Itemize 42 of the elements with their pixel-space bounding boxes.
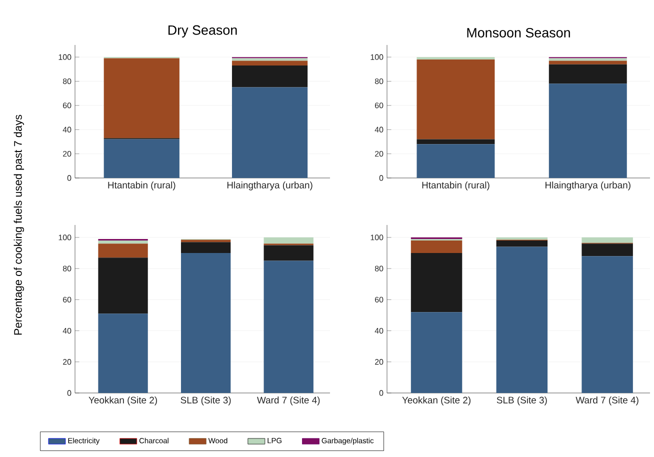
bar: [232, 87, 308, 178]
bar: [582, 256, 633, 393]
chart-title: Dry Season: [168, 25, 237, 38]
x-tick-label: Yeokkan (Site 2): [88, 396, 157, 406]
x-tick-label: Htantabin (rural): [108, 182, 176, 190]
x-tick-label: Yeokkan (Site 2): [402, 396, 470, 406]
bar: [104, 58, 180, 138]
bar: [410, 312, 462, 393]
bar: [232, 60, 308, 66]
x-tick-label: Hlaingtharya (urban): [546, 182, 630, 190]
bar: [416, 144, 495, 178]
bar: [582, 244, 633, 256]
bar: [496, 246, 548, 393]
x-tick-label: Hlaingtharya (urban): [227, 182, 312, 190]
bar: [98, 240, 148, 244]
y-axis-title: Percentage of cooking fuels used past 7 days: [14, 114, 24, 335]
bar: [410, 252, 462, 312]
bar: [264, 260, 314, 393]
x-tick-label: Ward 7 (Site 4): [257, 396, 320, 406]
bar: [264, 237, 314, 244]
bar: [98, 314, 148, 393]
bar: [416, 139, 495, 144]
bar: [548, 64, 627, 84]
x-tick-label: SLB (Site 3): [180, 396, 231, 406]
bar: [548, 60, 627, 64]
chart-title: Monsoon Season: [467, 28, 570, 38]
bar: [180, 242, 231, 253]
bar: [232, 66, 308, 88]
bar: [416, 59, 495, 140]
bar: [98, 258, 148, 314]
bar: [180, 252, 231, 393]
bar: [496, 240, 548, 247]
bar: [104, 139, 180, 178]
bar: [264, 245, 314, 261]
x-tick-label: SLB (Site 3): [496, 396, 547, 406]
bar: [410, 240, 462, 253]
x-tick-label: Htantabin (rural): [422, 182, 490, 190]
bar: [548, 84, 627, 178]
bar: [496, 237, 548, 240]
bar: [582, 237, 633, 243]
x-tick-label: Ward 7 (Site 4): [576, 396, 638, 406]
bar: [98, 244, 148, 258]
